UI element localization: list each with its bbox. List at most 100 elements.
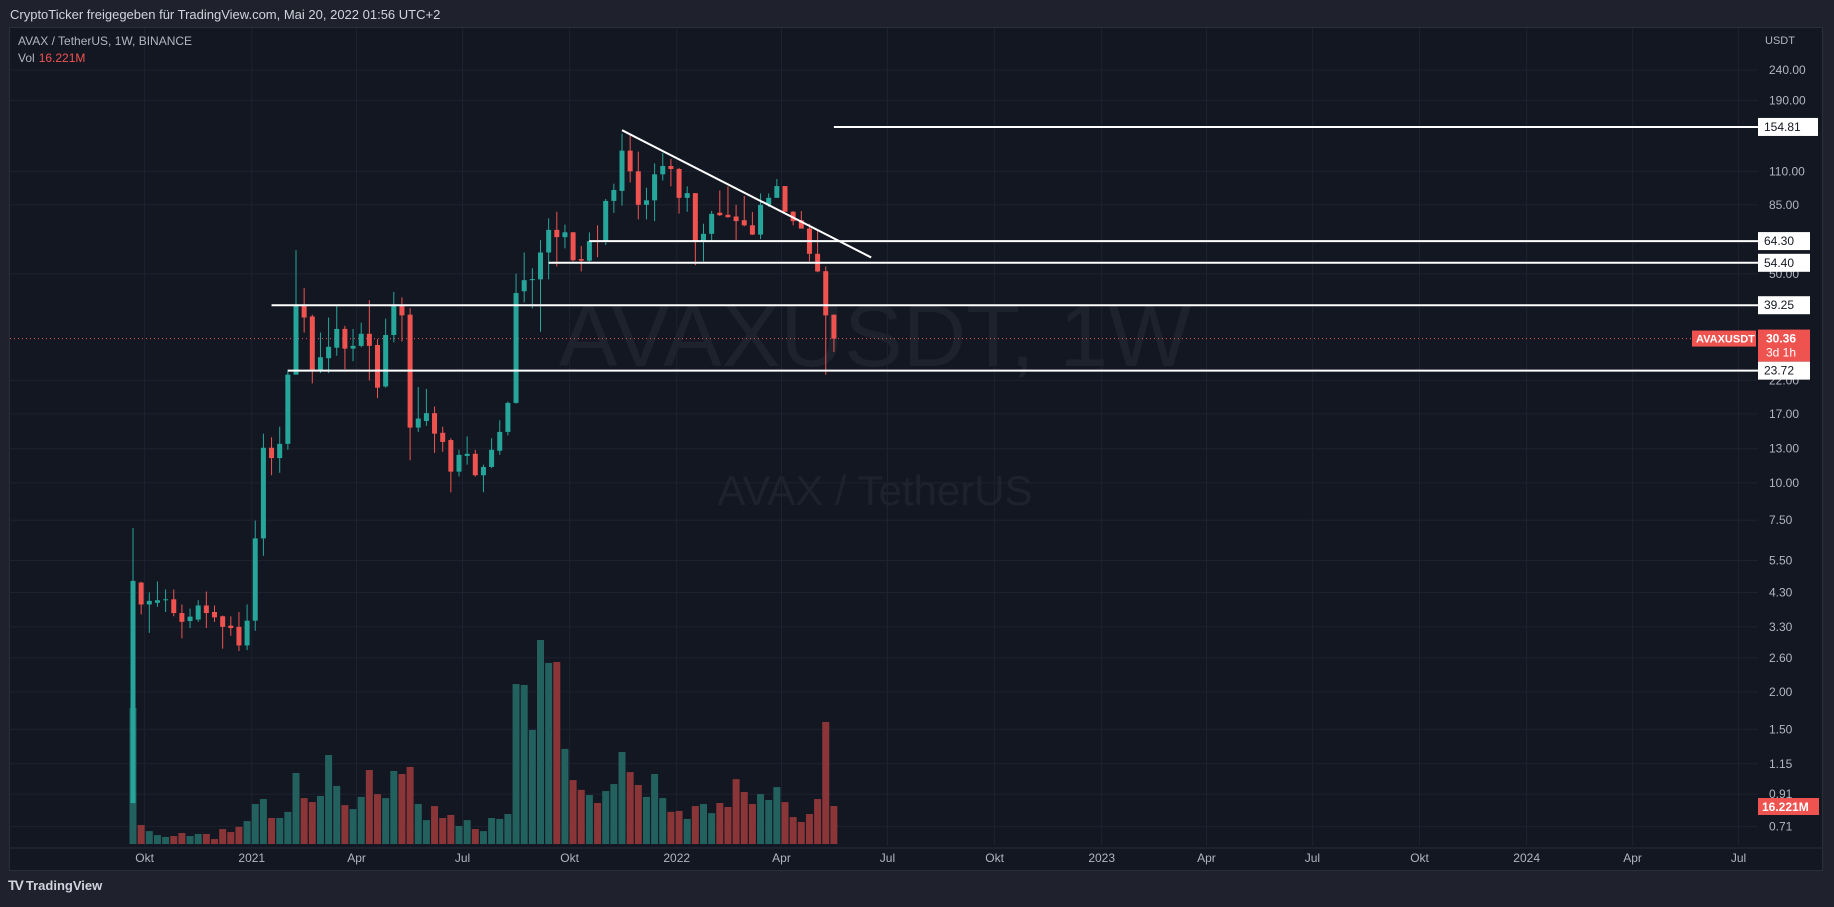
level-label: 54.40 <box>1764 256 1794 270</box>
time-axis-label: Okt <box>560 851 579 865</box>
volume-bar <box>520 684 528 844</box>
candle-body <box>252 538 258 621</box>
candle-body <box>725 214 731 218</box>
price-axis-label: 4.30 <box>1769 585 1793 599</box>
candle-body <box>733 216 739 222</box>
candle-body <box>546 229 552 253</box>
volume-bar <box>382 798 390 844</box>
candle-body <box>203 605 209 614</box>
volume-bar <box>765 799 773 844</box>
price-axis-label: 3.30 <box>1769 620 1793 634</box>
bar-countdown: 3d 1h <box>1766 346 1796 360</box>
volume-bar <box>602 791 610 844</box>
volume-bar <box>406 766 414 844</box>
volume-bar <box>797 821 805 844</box>
candle-body <box>326 346 332 359</box>
volume-bar <box>414 803 422 844</box>
volume-bar <box>830 806 838 844</box>
candle-body <box>717 212 723 216</box>
volume-bar <box>390 770 398 844</box>
candle-body <box>513 293 519 403</box>
level-label: 154.81 <box>1764 120 1801 134</box>
candle-body <box>823 271 829 316</box>
volume-bar <box>422 820 430 844</box>
last-volume-box <box>1758 798 1819 816</box>
level-label-box <box>1758 232 1810 251</box>
watermark-description: AVAX / TetherUS <box>717 467 1032 514</box>
volume-bar <box>569 780 577 844</box>
price-axis-label: 0.71 <box>1769 819 1793 833</box>
candle-body <box>472 453 478 476</box>
candle-body <box>480 466 486 476</box>
volume-bar <box>292 773 300 844</box>
volume-bar <box>773 787 781 844</box>
candle-body <box>138 582 144 605</box>
volume-bar <box>789 817 797 844</box>
candle-body <box>350 345 356 349</box>
volume-bar <box>496 818 504 844</box>
chart-legend: AVAX / TetherUS, 1W, BINANCE Vol 16.221M <box>18 33 192 67</box>
time-axis-label: Apr <box>772 851 791 865</box>
tradingview-logo[interactable]: TV TradingView <box>8 877 102 893</box>
price-axis-label: 2.60 <box>1769 651 1793 665</box>
candle-body <box>643 200 649 205</box>
candle-body <box>187 616 193 622</box>
top-bar: CryptoTicker freigegeben für TradingView… <box>0 0 1834 27</box>
candle-body <box>798 220 804 229</box>
trendline <box>621 129 872 259</box>
volume-bar <box>374 794 381 844</box>
volume-bar <box>716 803 724 844</box>
footer: TV TradingView <box>0 871 1834 907</box>
volume-bar <box>219 829 227 844</box>
volume-bar <box>145 831 153 844</box>
price-axis-label: 240.00 <box>1769 63 1806 77</box>
volume-bar <box>545 662 553 844</box>
price-axis-label: 10.00 <box>1769 476 1799 490</box>
candle-body <box>701 233 706 241</box>
time-axis-label: 2024 <box>1513 851 1540 865</box>
candle-body <box>375 344 380 388</box>
volume-bar <box>561 748 569 844</box>
candle-body <box>179 613 185 622</box>
candle-body <box>269 447 275 459</box>
time-axis-label: Okt <box>1410 851 1429 865</box>
volume-bar <box>227 832 235 844</box>
candle-body <box>317 357 323 371</box>
volume-bar <box>748 803 756 844</box>
volume-bar <box>235 826 243 844</box>
price-axis-label: 85.00 <box>1769 198 1799 212</box>
candle-body <box>570 232 576 261</box>
volume-bar <box>341 805 349 844</box>
level-label: 64.30 <box>1764 234 1794 248</box>
volume-bar <box>137 825 145 844</box>
candle-body <box>538 252 543 280</box>
candle-body <box>334 328 340 348</box>
volume-label: Vol <box>18 51 35 65</box>
candle-body <box>709 213 715 234</box>
volume-bar <box>479 831 487 844</box>
volume-bar <box>300 798 308 844</box>
volume-bar <box>610 784 618 844</box>
candle-body <box>497 431 503 451</box>
time-axis-label: Okt <box>135 851 154 865</box>
candle-body <box>562 232 568 238</box>
volume-bar <box>708 813 716 844</box>
volume-bar <box>700 803 707 844</box>
volume-bar <box>447 814 455 844</box>
time-axis-label: Apr <box>347 851 366 865</box>
candle-body <box>782 186 788 212</box>
candle-body <box>309 316 315 371</box>
volume-bar <box>463 820 471 844</box>
volume-bar <box>365 769 373 844</box>
time-axis-label: Okt <box>985 851 1004 865</box>
volume-bar <box>724 806 732 844</box>
level-label: 39.25 <box>1764 298 1794 312</box>
candle-body <box>448 440 454 472</box>
volume-bar <box>626 772 634 844</box>
candle-body <box>260 447 266 539</box>
volume-bar <box>276 818 284 844</box>
candle-body <box>790 211 796 222</box>
volume-bar <box>642 796 650 844</box>
volume-bar <box>439 818 447 844</box>
